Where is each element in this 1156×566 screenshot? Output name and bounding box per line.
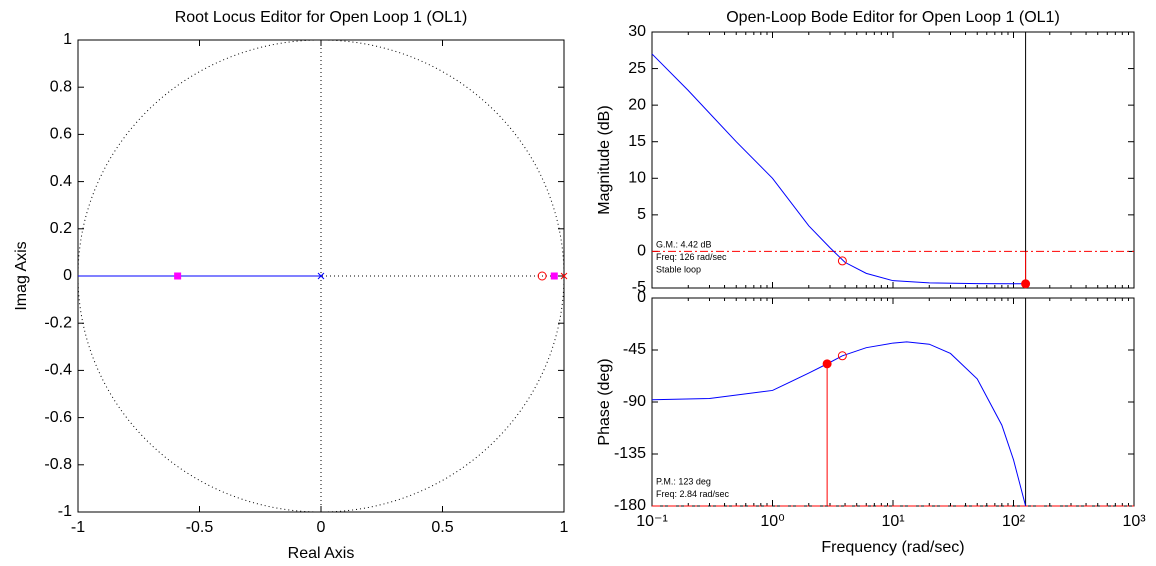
axes-box <box>651 31 1135 289</box>
y-tick-label: 25 <box>628 60 646 77</box>
open-marker <box>537 271 547 281</box>
x-tick-label: 10² <box>1002 513 1026 530</box>
chart-title: Root Locus Editor for Open Loop 1 (OL1) <box>175 9 468 26</box>
chart-title: Open-Loop Bode Editor for Open Loop 1 (O… <box>726 9 1060 26</box>
y-tick-label: -0.6 <box>44 409 72 426</box>
y-tick-label: 0.6 <box>50 126 72 143</box>
y-axis-label: Phase (deg) <box>596 358 613 445</box>
closed-loop-pole <box>550 272 558 280</box>
y-tick-label: -5 <box>632 279 646 296</box>
curve <box>651 53 1026 285</box>
annotation: Freq: 2.84 rad/sec <box>656 489 730 499</box>
y-tick-label: 30 <box>628 23 646 40</box>
margin-marker <box>822 359 832 369</box>
y-axis-label: Imag Axis <box>13 241 30 310</box>
y-tick-label: 20 <box>628 96 646 113</box>
y-tick-label: 0.2 <box>50 220 72 237</box>
y-tick-label: 0 <box>637 243 646 260</box>
y-tick-label: -45 <box>623 341 646 358</box>
y-tick-label: -180 <box>614 497 646 514</box>
annotation: Freq: 126 rad/sec <box>656 252 727 262</box>
x-tick-label: 10⁰ <box>760 513 784 530</box>
annotation: G.M.: 4.42 dB <box>656 239 712 249</box>
x-tick-label: 1 <box>560 519 569 536</box>
open-marker <box>837 256 847 266</box>
y-tick-label: 0.4 <box>50 173 72 190</box>
x-tick-label: 0 <box>317 519 326 536</box>
margin-marker <box>1021 279 1031 289</box>
x-tick-label: 10¹ <box>881 513 904 530</box>
open-marker <box>837 351 847 361</box>
y-tick-label: -0.2 <box>44 314 72 331</box>
y-tick-label: 10 <box>628 170 646 187</box>
pole-marker <box>560 272 568 280</box>
y-tick-label: -1 <box>58 503 72 520</box>
x-axis-label: Real Axis <box>288 545 355 562</box>
x-axis-label: Frequency (rad/sec) <box>821 539 964 556</box>
y-axis-label: Magnitude (dB) <box>596 105 613 214</box>
annotation: P.M.: 123 deg <box>656 476 711 486</box>
y-tick-label: 15 <box>628 133 646 150</box>
annotation: Stable loop <box>656 264 701 274</box>
curve <box>651 341 1027 507</box>
x-tick-label: -0.5 <box>186 519 214 536</box>
y-tick-label: 0 <box>63 267 72 284</box>
y-tick-label: -0.8 <box>44 456 72 473</box>
y-tick-label: 5 <box>637 206 646 223</box>
axes-box <box>651 297 1135 507</box>
y-tick-label: 0.8 <box>50 78 72 95</box>
y-tick-label: 0 <box>637 289 646 306</box>
pole-marker <box>317 272 325 280</box>
y-tick-label: -135 <box>614 445 646 462</box>
y-tick-label: -0.4 <box>44 362 72 379</box>
y-tick-label: -90 <box>623 393 646 410</box>
x-tick-label: -1 <box>71 519 85 536</box>
x-tick-label: 10⁻¹ <box>636 513 668 530</box>
x-tick-label: 10³ <box>1122 513 1146 530</box>
closed-loop-pole <box>174 272 182 280</box>
y-tick-label: 1 <box>63 31 72 48</box>
x-tick-label: 0.5 <box>431 519 453 536</box>
